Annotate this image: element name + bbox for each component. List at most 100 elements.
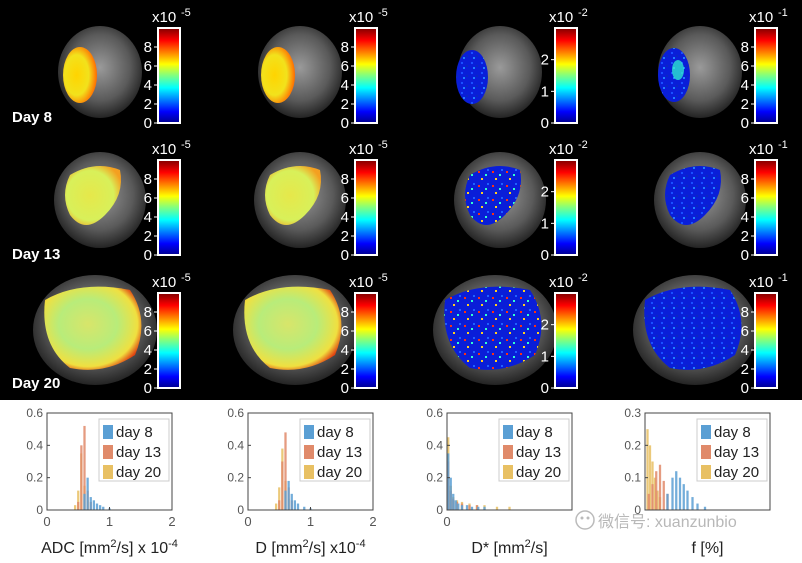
histogram-bar (655, 471, 658, 510)
colorbar-tick-label: 8 (144, 171, 152, 188)
row-day-13 (54, 152, 746, 248)
legend-label: day 8 (714, 424, 751, 441)
legend-swatch (304, 425, 314, 439)
colorbar-tick-label: 0 (741, 247, 749, 264)
x-tick-label: 1 (106, 514, 113, 529)
parameter-map-overlay (644, 286, 742, 370)
colorbar (157, 292, 181, 389)
histogram-bar (293, 500, 297, 510)
legend-label: day 20 (116, 464, 161, 481)
histogram-bar (281, 461, 284, 510)
legend-label: day 20 (516, 464, 561, 481)
x-axis-label: D [mm2/s] x10-4 (255, 538, 365, 557)
colorbar-tick-label: 0 (341, 380, 349, 397)
colorbar-tick-label: 0 (341, 115, 349, 132)
histogram-bar (77, 490, 80, 510)
histogram-bar (83, 425, 86, 510)
colorbar-exponent: -5 (378, 139, 388, 151)
y-tick-label: 0.2 (26, 471, 43, 485)
histogram-bar (475, 505, 479, 510)
histogram-bar (296, 503, 300, 510)
colorbar-tick-label: 0 (741, 115, 749, 132)
histogram-bar (80, 445, 83, 510)
colorbar-exponent: -1 (778, 272, 788, 284)
colorbar (754, 159, 778, 256)
legend-label: day 20 (317, 464, 362, 481)
y-tick-label: 0.2 (426, 471, 443, 485)
x-tick-label: 0 (244, 514, 251, 529)
colorbar (554, 159, 578, 256)
colorbar-tick-label: 0 (741, 380, 749, 397)
legend-label: day 13 (714, 444, 759, 461)
histogram-bar (89, 497, 92, 510)
histogram-bar (477, 506, 480, 510)
x-axis-label: ADC [mm2/s] x 10-4 (41, 538, 178, 557)
x-axis-label: f [%] (691, 540, 723, 557)
wechat-icon (575, 510, 595, 530)
histogram-bar (656, 490, 659, 510)
parameter-map-overlay (665, 166, 721, 225)
colorbar-tick-label: 8 (341, 304, 349, 321)
histogram-bar (671, 477, 674, 510)
colorbar (354, 292, 378, 389)
y-tick-label: 0.2 (624, 438, 641, 452)
histogram-bar (483, 506, 486, 510)
histogram-bar (658, 464, 662, 510)
colorbar-tick-label: 4 (341, 77, 349, 94)
histogram-bar (470, 506, 474, 510)
colorbar-tick-label: 4 (741, 209, 749, 226)
histogram-adc: 0 0.2 0.4 0.6 0 1 2 day 8 day 13 day 20 ADC [mm2/s… (26, 406, 178, 557)
histograms: 0 0.2 0.4 0.6 0 1 2 day 8 day 13 day 20 ADC [mm2/s… (26, 406, 771, 557)
colorbar-tick-label: 4 (144, 209, 152, 226)
colorbar-tick-label: 2 (741, 361, 749, 378)
legend-swatch (503, 445, 513, 459)
histogram-bar (646, 429, 649, 510)
legend-swatch (701, 445, 711, 459)
colorbar-tick-label: 0 (144, 247, 152, 264)
colorbar-tick-label: 4 (741, 77, 749, 94)
colorbar-exponent: -1 (778, 7, 788, 19)
colorbar (157, 27, 181, 124)
histogram-bar (686, 490, 689, 510)
histogram-bar (92, 500, 96, 510)
colorbar-tick-label: 4 (144, 77, 152, 94)
colorbar-tick-label: 2 (144, 228, 152, 245)
legend-swatch (103, 425, 113, 439)
histogram-bar (457, 503, 460, 510)
row-day-8 (58, 26, 742, 118)
legend-label: day 8 (317, 424, 354, 441)
colorbar-tick-label: 1 (541, 215, 549, 232)
legend-label: day 13 (116, 444, 161, 461)
colorbar (157, 159, 181, 256)
colorbar-tick-label: 8 (341, 171, 349, 188)
colorbar-exponent-label: x10 (549, 274, 573, 291)
legend-label: day 20 (714, 464, 759, 481)
x-tick-label: 2 (168, 514, 175, 529)
histogram-bar (495, 506, 499, 510)
colorbar-exponent: -2 (578, 139, 588, 151)
colorbar-tick-label: 2 (541, 184, 549, 201)
y-tick-label: 0 (36, 503, 43, 517)
histogram-bar (98, 505, 102, 510)
histogram-bar (278, 487, 281, 510)
colorbar-tick-label: 2 (144, 96, 152, 113)
parameter-map-overlay (444, 286, 542, 370)
parameter-map-overlay (63, 47, 97, 103)
colorbar-exponent-label: x10 (749, 9, 773, 26)
histogram-bar (102, 506, 105, 510)
histogram-bar (290, 493, 293, 510)
y-tick-label: 0 (634, 503, 641, 517)
colorbar-exponent-label: x10 (749, 141, 773, 158)
histogram-bar (303, 506, 306, 510)
y-tick-label: 0.4 (26, 438, 43, 452)
colorbar-tick-label: 6 (741, 190, 749, 207)
y-tick-label: 0.3 (624, 406, 641, 420)
colorbar (354, 159, 378, 256)
histogram-d: 0 0.2 0.4 0.6 0 1 2 day 8 day 13 day 20 D [mm2/s] … (227, 406, 376, 557)
y-tick-label: 0.2 (227, 471, 244, 485)
colorbar-tick-label: 0 (144, 380, 152, 397)
histogram-bar (86, 477, 89, 510)
legend-swatch (503, 465, 513, 479)
colorbar-tick-label: 6 (144, 323, 152, 340)
